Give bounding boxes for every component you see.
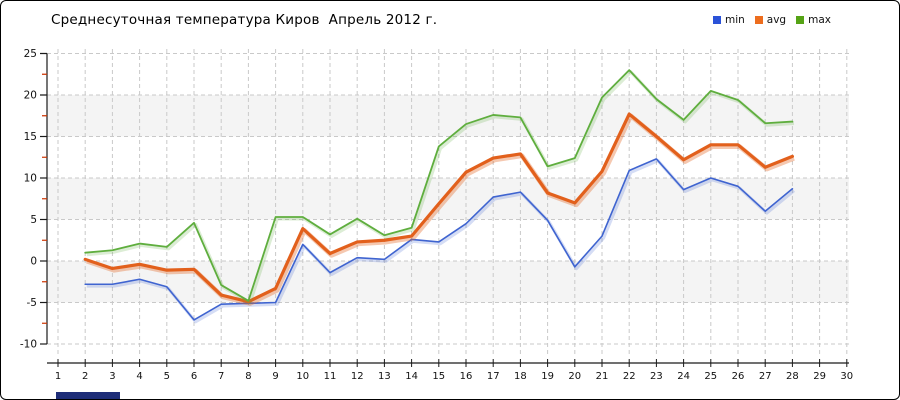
x-tick-label: 28 (786, 371, 799, 382)
y-tick-label: 25 (24, 48, 37, 60)
x-tick-label: 22 (623, 371, 636, 382)
legend-swatch-min-icon (712, 16, 721, 24)
x-tick-label: 18 (514, 371, 527, 382)
x-tick-label: 7 (218, 371, 224, 382)
y-tick-label: 20 (24, 90, 37, 102)
x-tick-label: 6 (191, 371, 197, 382)
x-tick-label: 9 (272, 371, 278, 382)
legend-item-max: max (796, 14, 831, 26)
x-tick-label: 11 (324, 371, 337, 382)
legend-label-max: max (808, 14, 831, 26)
x-tick-label: 17 (487, 371, 500, 382)
legend-label-avg: avg (766, 14, 787, 26)
x-tick-label: 14 (405, 371, 418, 382)
series-min-line (84, 158, 794, 321)
y-tick-label: -10 (20, 339, 37, 351)
x-tick-label: 8 (245, 371, 251, 382)
legend: min avg max (712, 14, 831, 26)
x-tick-label: 1 (55, 371, 61, 382)
x-tick-label: 2 (82, 371, 88, 382)
chart-title: Среднесуточная температура Киров Апрель … (51, 12, 438, 28)
x-tick-label: 5 (164, 371, 170, 382)
background-band (47, 178, 849, 220)
x-tick-label: 25 (704, 371, 717, 382)
x-tick-label: 16 (460, 371, 473, 382)
x-tick-label: 27 (759, 371, 772, 382)
legend-label-min: min (724, 14, 745, 26)
x-tick-label: 29 (813, 371, 826, 382)
x-tick-label: 3 (109, 371, 115, 382)
x-tick-label: 19 (541, 371, 554, 382)
y-tick-label: 0 (30, 256, 37, 268)
legend-swatch-max-icon (796, 16, 805, 24)
x-tick-label: 4 (136, 371, 142, 382)
legend-item-min: min (712, 14, 745, 26)
x-tick-label: 23 (650, 371, 663, 382)
background-band (47, 261, 849, 303)
x-tick-label: 26 (732, 371, 745, 382)
x-tick-label: 20 (568, 371, 581, 382)
series-max-line (84, 69, 794, 302)
y-tick-label: 15 (24, 131, 37, 143)
bottom-bar-decoration (56, 392, 120, 399)
legend-item-avg: avg (754, 14, 787, 26)
x-tick-label: 21 (596, 371, 609, 382)
x-tick-label: 10 (296, 371, 309, 382)
y-tick-label: 10 (24, 173, 37, 185)
x-tick-label: 30 (840, 371, 853, 382)
x-tick-label: 13 (378, 371, 391, 382)
y-tick-label: -5 (27, 297, 37, 309)
x-tick-label: 12 (351, 371, 364, 382)
legend-swatch-avg-icon (754, 16, 763, 24)
series-avg-line (83, 112, 795, 304)
background-band (47, 95, 849, 137)
y-tick-label: 5 (30, 214, 37, 226)
x-tick-label: 15 (432, 371, 445, 382)
x-tick-label: 24 (677, 371, 690, 382)
